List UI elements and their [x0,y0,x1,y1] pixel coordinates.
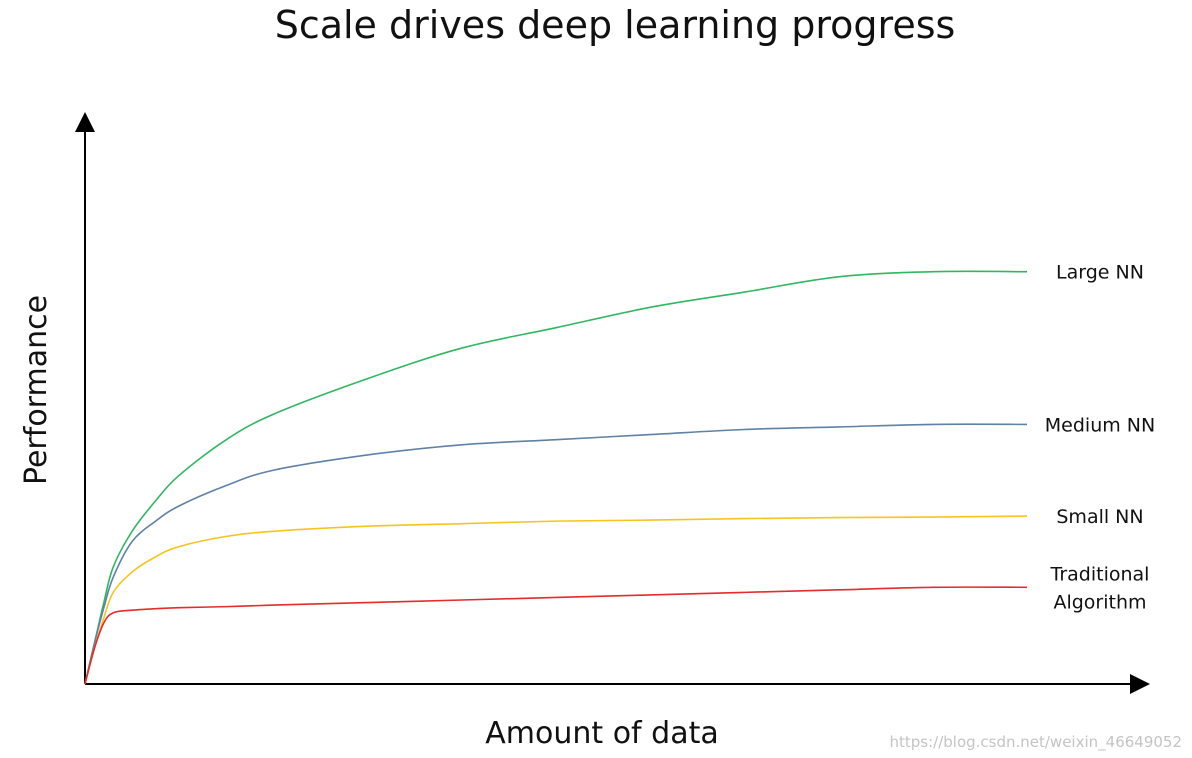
series-label-line: Medium NN [1045,414,1155,436]
series-label-large-nn: Large NN [1056,262,1144,284]
watermark: https://blog.csdn.net/weixin_46649052 [889,733,1182,752]
series-layer [84,270,1028,685]
series-line-small-nn [84,515,1028,685]
y-axis-title: Performance [19,295,54,485]
chart-title: Scale drives deep learning progress [275,3,956,47]
series-label-medium-nn: Medium NN [1045,414,1155,436]
series-label-small-nn: Small NN [1056,506,1143,528]
series-line-traditional-algorithm [84,586,1028,685]
series-label-layer: Large NN Medium NN Small NN Traditional Algo… [1045,262,1155,614]
series-label-line: Traditional [1050,563,1150,585]
x-axis-title: Amount of data [485,716,718,751]
series-label-traditional-algorithm: Traditional Algorithm [1050,563,1150,613]
series-line-medium-nn [84,423,1028,685]
series-line-large-nn [84,270,1028,685]
series-label-line: Large NN [1056,262,1144,284]
series-label-line: Algorithm [1053,591,1146,613]
series-label-line: Small NN [1056,506,1143,528]
